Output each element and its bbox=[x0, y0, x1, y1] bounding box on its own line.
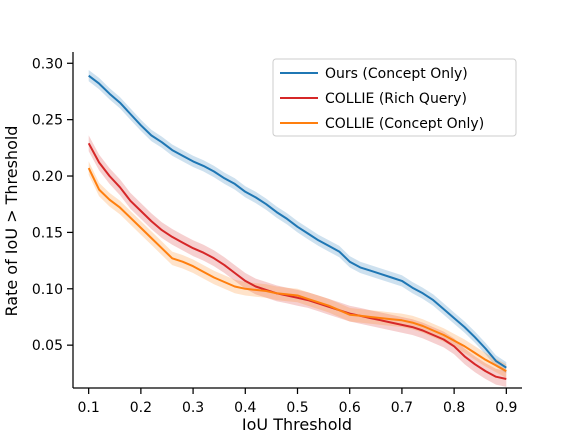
x-tick-label: 0.7 bbox=[391, 400, 413, 416]
x-axis-label: IoU Threshold bbox=[242, 415, 352, 434]
x-tick-label: 0.9 bbox=[495, 400, 517, 416]
y-tick-label: 0.15 bbox=[32, 225, 63, 241]
series-band-2 bbox=[88, 135, 507, 387]
y-tick-label: 0.25 bbox=[32, 113, 63, 129]
series-lines bbox=[87, 74, 507, 380]
x-tick-label: 0.1 bbox=[78, 400, 100, 416]
y-tick-label: 0.05 bbox=[32, 338, 63, 354]
y-tick-label: 0.20 bbox=[32, 169, 63, 185]
x-tick-label: 0.8 bbox=[443, 400, 465, 416]
y-axis-ticks: 0.05 0.10 0.15 0.20 0.25 0.30 bbox=[32, 56, 73, 354]
legend-label-3: COLLIE (Concept Only) bbox=[325, 116, 484, 132]
x-tick-label: 0.2 bbox=[130, 400, 152, 416]
legend: Ours (Concept Only) COLLIE (Rich Query) CO… bbox=[272, 58, 517, 137]
series-line-2 bbox=[87, 142, 507, 380]
series-band-1 bbox=[88, 70, 507, 374]
legend-box bbox=[272, 58, 517, 137]
x-axis-ticks: 0.1 0.2 0.3 0.4 0.5 0.6 0.7 0.8 0.9 bbox=[78, 388, 517, 416]
series-line-3 bbox=[87, 167, 507, 372]
series-band-3 bbox=[88, 161, 507, 378]
y-tick-label: 0.30 bbox=[32, 56, 63, 72]
x-tick-label: 0.6 bbox=[339, 400, 361, 416]
x-tick-label: 0.5 bbox=[286, 400, 308, 416]
legend-label-1: Ours (Concept Only) bbox=[325, 66, 468, 82]
y-tick-label: 0.10 bbox=[32, 282, 63, 298]
y-axis-label: Rate of IoU > Threshold bbox=[2, 126, 21, 317]
legend-label-2: COLLIE (Rich Query) bbox=[325, 91, 467, 107]
x-tick-label: 0.3 bbox=[182, 400, 204, 416]
x-tick-label: 0.4 bbox=[234, 400, 256, 416]
series-line-1 bbox=[88, 74, 507, 369]
